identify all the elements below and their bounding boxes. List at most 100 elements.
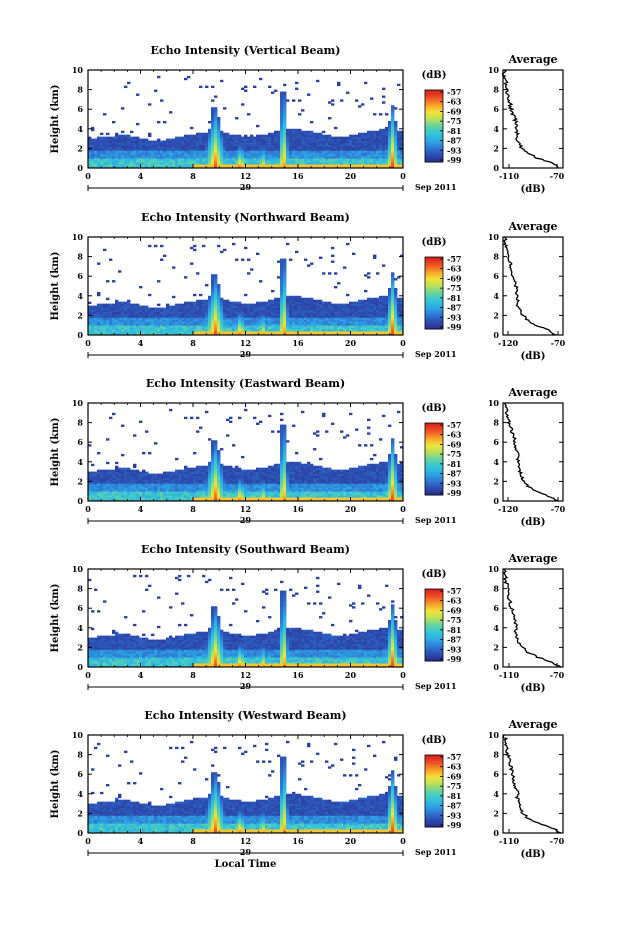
heatmap-cell	[187, 303, 191, 306]
heatmap-cell	[112, 469, 116, 472]
heatmap-cell	[190, 331, 194, 334]
colorbar-segment	[425, 276, 443, 280]
average-profile-line	[501, 69, 559, 169]
heatmap-cell	[379, 325, 383, 328]
heatmap-cell	[154, 499, 158, 502]
heatmap-cell	[280, 140, 284, 143]
heatmap-cell	[391, 152, 395, 155]
heatmap-cell	[157, 475, 161, 478]
heatmap-cell	[103, 493, 107, 496]
heatmap-cell	[259, 331, 263, 334]
heatmap-cell	[271, 303, 275, 306]
heatmap-cell	[181, 144, 185, 147]
heatmap-cell	[175, 319, 179, 322]
heatmap-cell	[91, 150, 95, 153]
heatmap-cell	[121, 495, 125, 498]
heatmap-cell	[124, 487, 128, 490]
heatmap-cell	[259, 319, 263, 322]
heatmap-cell	[103, 313, 107, 316]
heatmap-cell	[349, 140, 353, 143]
heatmap-cell	[208, 295, 212, 299]
heatmap-cell	[208, 317, 212, 320]
heatmap-cell	[229, 138, 233, 141]
heatmap-cell	[100, 479, 104, 482]
heatmap-cell	[163, 483, 167, 486]
heatmap-cell	[310, 319, 314, 322]
heatmap-cell	[400, 156, 404, 159]
heatmap-cell	[133, 154, 137, 157]
heatmap-cell	[265, 166, 269, 169]
heatmap-cell	[316, 148, 320, 151]
heatmap-cell	[199, 493, 203, 496]
heatmap-cell	[400, 317, 404, 320]
heatmap-cell	[211, 289, 215, 293]
heatmap-cell	[217, 142, 221, 145]
heatmap-cell	[313, 146, 317, 149]
heatmap-cell	[277, 313, 281, 316]
heatmap-cell	[244, 138, 248, 141]
heatmap-cell	[229, 303, 233, 306]
heatmap-cell	[400, 323, 404, 326]
heatmap-cell	[331, 166, 335, 169]
heatmap-cell	[214, 117, 218, 120]
heatmap-cell	[193, 495, 197, 498]
colorbar-segment	[425, 300, 443, 303]
heatmap-cell	[94, 309, 98, 312]
heatmap-cell	[376, 154, 380, 157]
heatmap-cell	[337, 142, 341, 145]
heatmap-cell	[289, 130, 293, 134]
heatmap-cell	[235, 319, 239, 322]
heatmap-cell	[121, 144, 125, 147]
heatmap-cell	[121, 156, 125, 159]
heatmap-cell	[397, 303, 401, 306]
heatmap-cell	[121, 160, 125, 163]
heatmap-cell	[208, 150, 212, 153]
heatmap-cell	[322, 333, 326, 336]
heatmap-cell	[334, 303, 338, 306]
heatmap-cell	[298, 305, 302, 308]
heatmap-cell	[121, 477, 125, 480]
heatmap-cell	[226, 160, 230, 163]
heatmap-cell	[259, 311, 263, 314]
heatmap-cell	[145, 319, 149, 322]
heatmap-cell	[211, 315, 215, 318]
heatmap-cell	[214, 144, 218, 147]
heatmap-cell	[304, 130, 308, 134]
heatmap-cell	[316, 305, 320, 308]
heatmap-cell	[199, 146, 203, 149]
heatmap-cell	[178, 146, 182, 149]
heatmap-cell	[385, 295, 389, 299]
heatmap-cell	[397, 317, 401, 320]
heatmap-cell	[226, 305, 230, 308]
heatmap-cell	[265, 150, 269, 153]
heatmap-cell	[304, 142, 308, 145]
heatmap-cell	[346, 323, 350, 326]
heatmap-cell	[346, 242, 350, 246]
heatmap-cell	[124, 333, 128, 336]
heatmap-cell	[196, 467, 200, 471]
heatmap-cell	[178, 493, 182, 496]
heatmap-cell	[268, 132, 272, 136]
heatmap-cell	[388, 291, 392, 295]
heatmap-cell	[151, 497, 155, 500]
heatmap-cell	[256, 315, 260, 318]
heatmap-cell	[157, 140, 161, 143]
heatmap-image	[88, 408, 404, 502]
heatmap-cell	[385, 154, 389, 157]
heatmap-cell	[391, 278, 395, 281]
heatmap-cell	[256, 148, 260, 151]
heatmap-cell	[394, 124, 398, 128]
heatmap-cell	[97, 311, 101, 314]
heatmap-cell	[262, 144, 266, 147]
heatmap-cell	[391, 317, 395, 320]
heatmap-cell	[157, 323, 161, 326]
heatmap-cell	[391, 276, 395, 279]
heatmap-cell	[163, 491, 167, 494]
heatmap-cell	[181, 136, 185, 139]
heatmap-cell	[226, 144, 230, 147]
heatmap-cell	[265, 134, 269, 138]
heatmap-cell	[211, 117, 215, 120]
heatmap-cell	[292, 142, 296, 145]
heatmap-cell	[355, 99, 359, 102]
heatmap-cell	[211, 327, 215, 330]
